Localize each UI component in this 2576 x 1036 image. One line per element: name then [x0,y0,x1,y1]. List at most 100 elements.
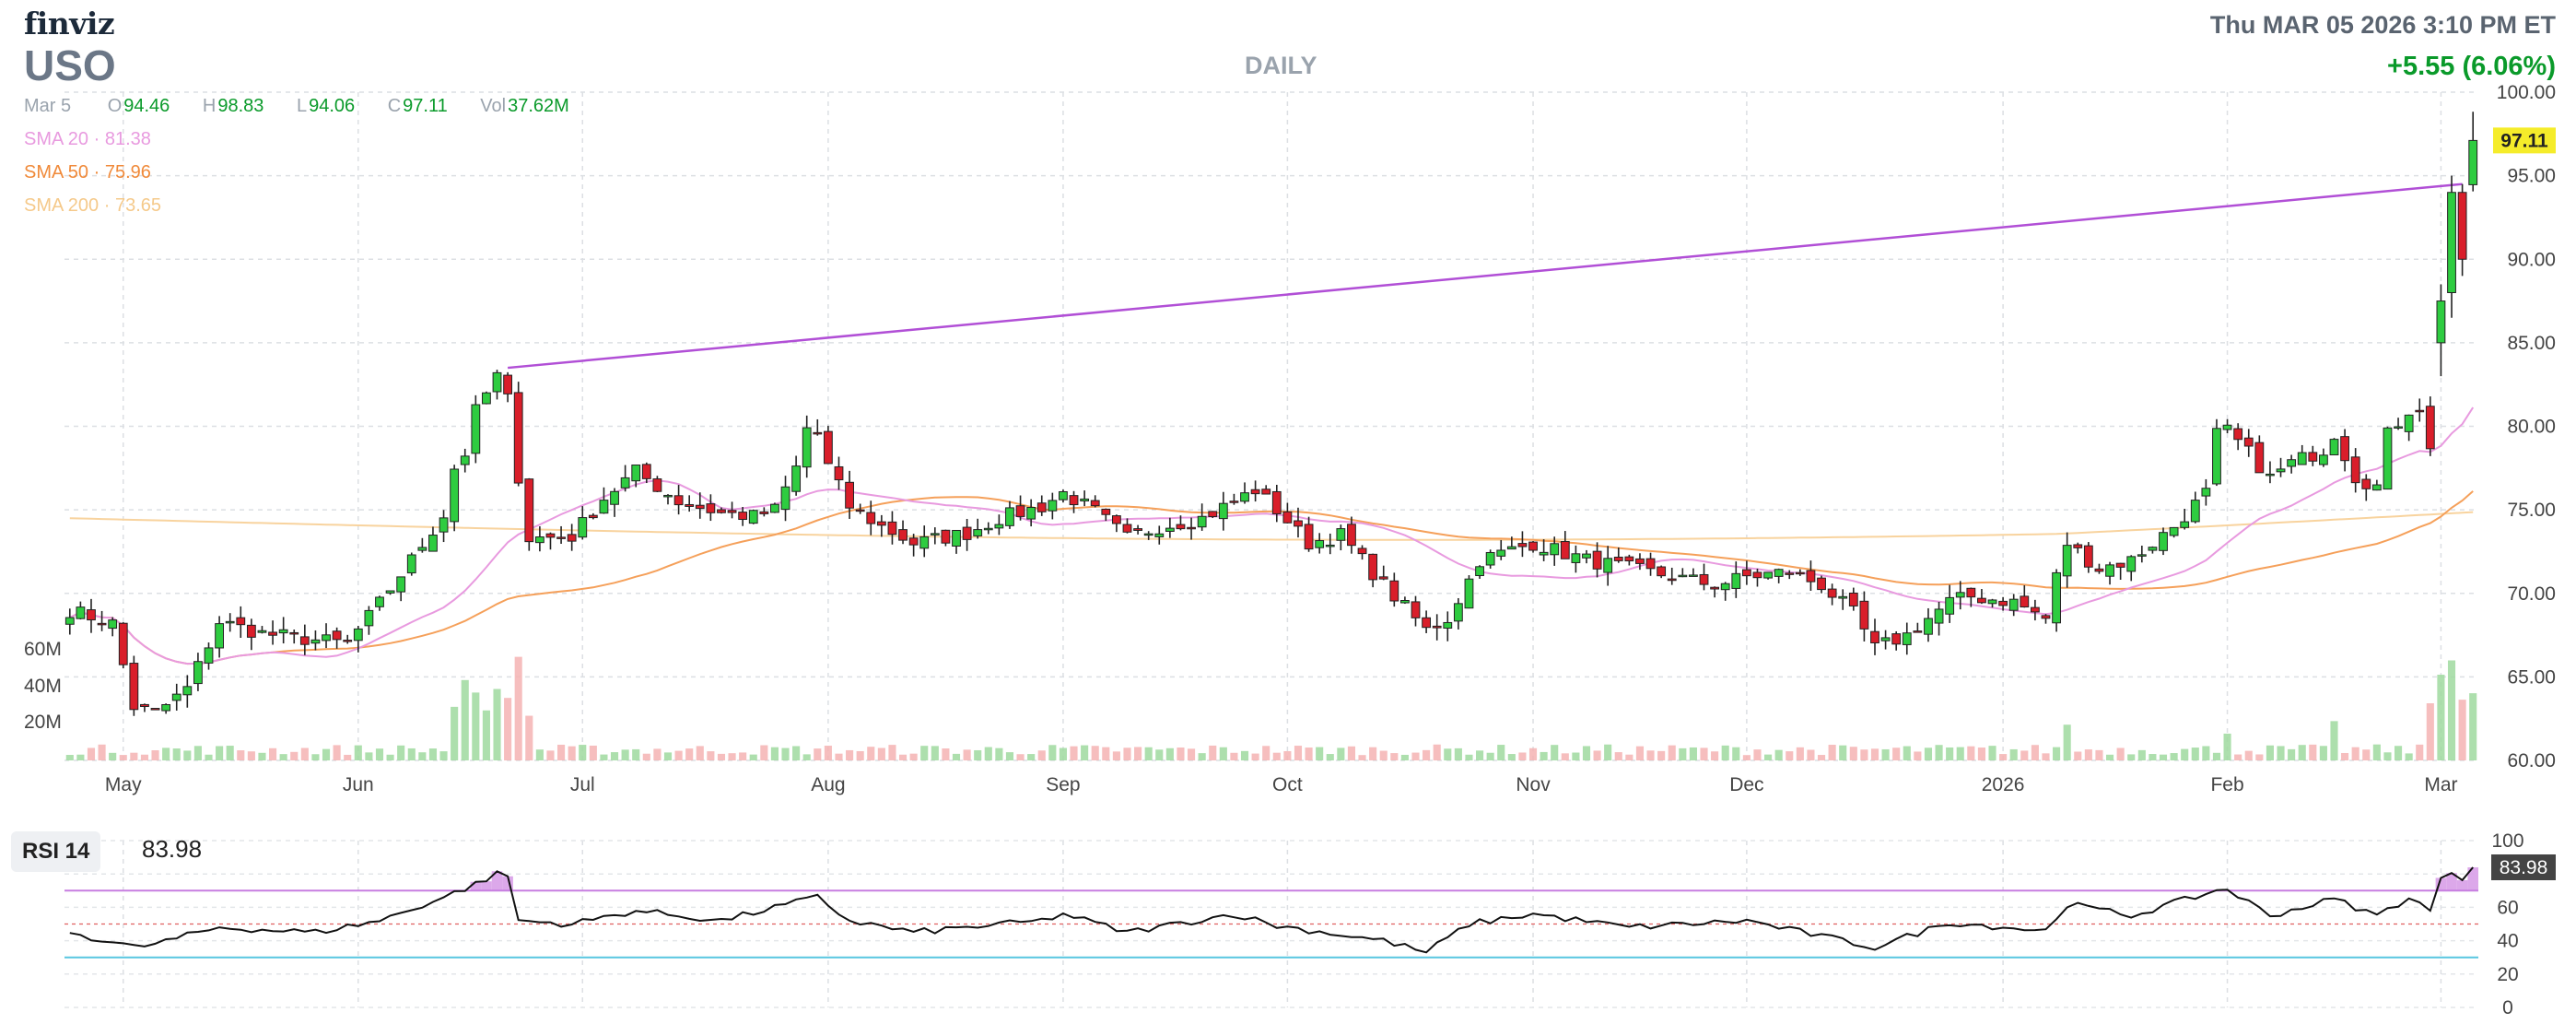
volume-bar [1209,745,1217,760]
volume-bar [1465,754,1473,760]
candle-body [1475,566,1484,576]
volume-bar [2159,754,2168,760]
sma-200-value: 73.65 [114,195,162,216]
candle-body [534,536,544,544]
candle-body [1133,528,1142,531]
candle-body [2243,437,2254,447]
volume-bar [461,679,469,760]
candle-body [1817,577,1826,591]
volume-bar [674,750,683,760]
rsi-tick-label: 40 [2497,931,2518,952]
rsi-overbought-fill [2467,866,2478,891]
volume-bar [1123,748,1131,760]
volume-bar [2447,660,2456,760]
volume-bar [546,750,555,760]
finviz-logo[interactable]: finviz [24,6,115,41]
volume-bar [610,752,619,760]
volume-bar [909,753,918,760]
volume-bar [407,748,416,760]
trendline [507,182,2463,370]
volume-bar [963,749,971,760]
volume-bar [1048,745,1057,760]
candle-body [2436,300,2446,344]
volume-bar [557,744,566,760]
candle-body [1122,524,1132,533]
volume-bar [621,749,629,760]
volume-bar [1914,751,1922,760]
candle-body [417,547,427,551]
volume-bar [2063,724,2071,760]
candle-body [1645,558,1656,570]
candle-body [1271,490,1282,514]
candle-body [748,510,758,524]
volume-bar [846,749,854,760]
high-value: 98.83 [217,96,264,116]
candle-body [1624,556,1634,562]
rsi-label[interactable]: RSI 14 [11,831,101,872]
volume-bar [2053,747,2061,760]
sma-50-value: 75.96 [104,162,151,182]
volume-bar [216,746,224,760]
volume-bar [1251,753,1259,760]
volume-bar [2426,703,2434,760]
candle-body [1304,524,1314,550]
sma-50-legend[interactable]: SMA 50 · 75.96 [24,162,151,182]
candle-body [2447,192,2456,293]
volume-bar [1262,746,1270,760]
candle-body [1506,546,1516,550]
candle-body [610,490,619,505]
candle-body [1571,553,1581,563]
date-tick-label: Nov [1516,774,1551,795]
volume-bar [1497,745,1505,760]
candle-body [727,510,737,513]
rsi-tick-label: 60 [2497,897,2518,918]
candle-body [87,609,96,621]
rsi-last-tag [2491,854,2556,880]
volume-bar [1347,746,1356,760]
volume-bars [65,656,2477,760]
candle-body [588,514,598,519]
volume-bar [2383,752,2392,760]
volume-bar [867,747,875,760]
sma-200-legend[interactable]: SMA 200 · 73.65 [24,195,162,216]
rsi-tick-label: 20 [2497,964,2518,985]
volume-bar [942,748,950,760]
volume-bar [1037,750,1046,760]
candle-body [1613,556,1623,561]
candle-body [556,536,566,539]
volume-bar [781,748,790,760]
volume-bar [995,748,1003,760]
volume-bar [439,751,448,760]
volume-bar [290,751,299,760]
candle-body [813,431,823,435]
candle-body [289,631,299,635]
volume-bar [1689,747,1697,760]
candle-body [770,503,779,513]
candle-body [322,634,331,642]
volume-bar [1454,748,1462,760]
volume-bar [1316,747,1324,760]
candle-body [1111,515,1121,524]
date-tick-label: May [105,774,142,795]
sma-20-label: SMA 20 [24,129,89,149]
period-label[interactable]: DAILY [1245,52,1317,79]
candle-body [631,465,641,482]
volume-bar [2137,749,2146,760]
candle-body [2329,439,2339,455]
volume-bar [1881,748,1890,760]
volume-bar [1774,749,1783,760]
candle-body [2308,452,2318,462]
candle-body [1059,490,1068,500]
volume-bar [2309,744,2317,760]
volume-bar [226,746,234,760]
volume-bar [322,748,331,760]
volume-bar [1646,750,1655,760]
candle-body [1550,543,1560,556]
rsi-overbought-fill [502,876,513,891]
sma-20-legend[interactable]: SMA 20 · 81.38 [24,129,151,149]
volume-bar [974,749,982,760]
volume-bar [2127,754,2136,760]
price-tick-label: 90.00 [2507,249,2556,270]
volume-bar [1828,745,1836,760]
